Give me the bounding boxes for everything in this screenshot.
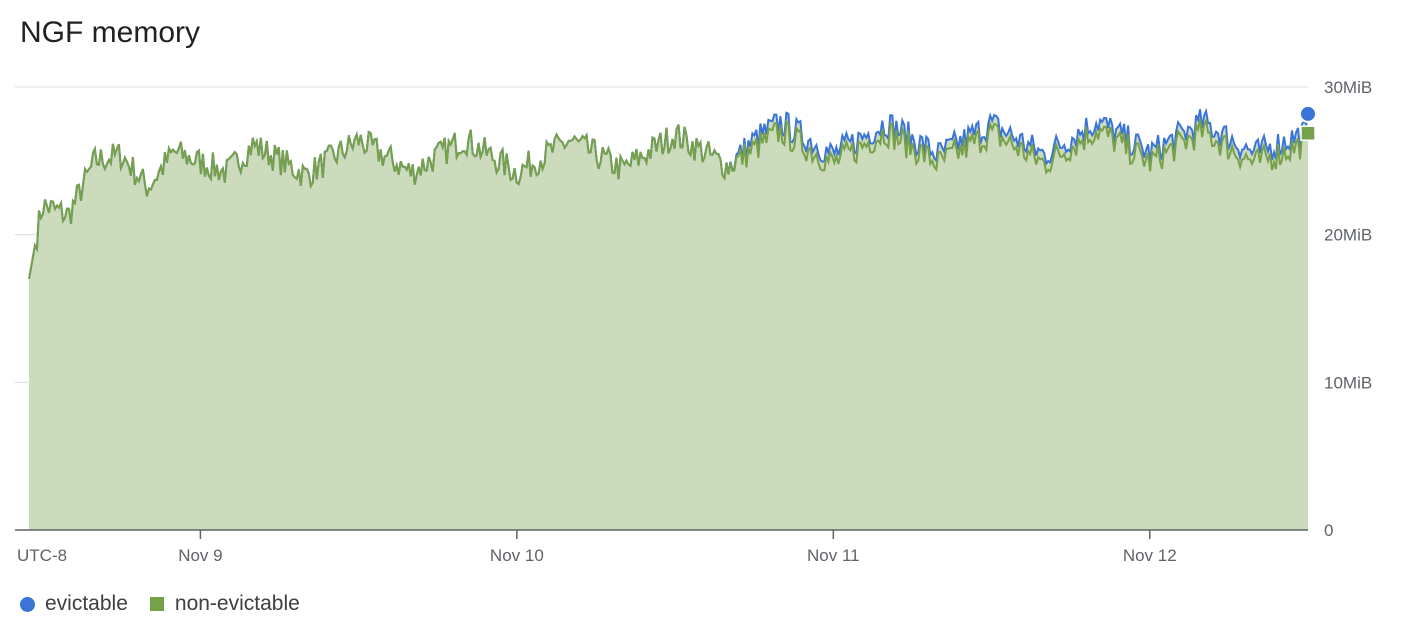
legend-swatch-non-evictable [149, 597, 164, 611]
y-tick-label: 0 [1324, 521, 1333, 540]
area-fill [29, 109, 1308, 531]
chart-title: NGF memory [20, 16, 200, 49]
y-tick-label: 20MiB [1324, 226, 1372, 245]
x-tick-label: Nov 10 [490, 546, 544, 565]
legend-label-non-evictable: non-evictable [174, 592, 300, 615]
x-tick-label: Nov 11 [807, 546, 860, 565]
plot-area [28, 104, 1317, 531]
axes: 0 10MiB 20MiB 30MiB UTC-8 Nov 9 Nov 10 Nov 11 No… [15, 78, 1372, 565]
series-line-non-evictable [28, 117, 1309, 280]
y-tick-label: 30MiB [1324, 78, 1372, 97]
legend-item-evictable[interactable]: evictable [20, 592, 128, 616]
timezone-label: UTC-8 [17, 546, 67, 565]
x-tick-label: Nov 12 [1123, 546, 1177, 565]
marker-evictable [1299, 104, 1317, 123]
x-tick-label: Nov 9 [178, 546, 222, 565]
legend: evictable non-evictable [20, 592, 322, 616]
marker-non-evictable [1300, 125, 1316, 141]
legend-swatch-evictable [20, 596, 35, 612]
legend-item-non-evictable[interactable]: non-evictable [149, 592, 300, 616]
legend-label-evictable: evictable [45, 592, 128, 615]
y-tick-label: 10MiB [1324, 373, 1372, 392]
